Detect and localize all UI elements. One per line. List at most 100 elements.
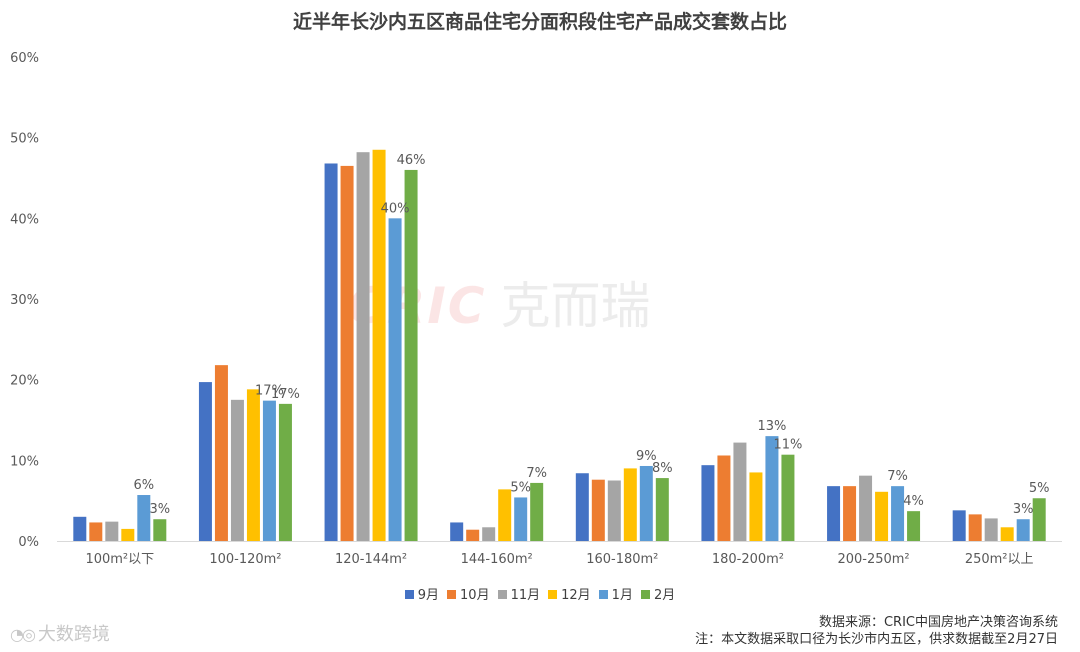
bar (214, 365, 228, 541)
bar (952, 510, 966, 541)
bar (340, 165, 354, 541)
bar (466, 529, 480, 541)
y-tick-label: 40% (10, 212, 39, 227)
data-label: 5% (510, 480, 531, 495)
bar (859, 475, 873, 541)
legend-swatch (598, 590, 608, 599)
data-label: 17% (255, 384, 284, 399)
x-tick-label: 120-144m² (335, 552, 407, 567)
legend-item: 1月 (598, 584, 633, 603)
bar (198, 382, 212, 541)
data-label: 13% (757, 419, 786, 434)
bar (105, 521, 119, 541)
x-tick-label: 200-250m² (837, 552, 909, 567)
data-label: 46% (397, 153, 426, 168)
bar (907, 511, 921, 541)
bar (404, 169, 418, 541)
data-label: 3% (150, 502, 171, 517)
legend-label: 10月 (460, 588, 490, 603)
legend-item: 11月 (497, 584, 541, 603)
bar (482, 527, 496, 541)
x-tick-label: 144-160m² (461, 552, 533, 567)
bar (514, 497, 528, 541)
bar (530, 482, 544, 541)
bar (372, 149, 386, 541)
legend-label: 2月 (653, 588, 676, 603)
bar (153, 519, 167, 541)
data-label: 6% (134, 478, 155, 493)
legend-swatch (640, 590, 650, 599)
data-label: 9% (636, 449, 657, 464)
bar (875, 491, 889, 541)
x-tick-label: 160-180m² (586, 552, 658, 567)
legend-swatch (548, 590, 558, 599)
bar (607, 480, 621, 541)
bar (73, 516, 87, 541)
bar (891, 486, 905, 541)
bar (498, 489, 512, 541)
legend-item: 10月 (447, 584, 490, 603)
weibo-eye-icon: ◔◎ (10, 625, 36, 644)
legend-label: 1月 (611, 588, 633, 603)
y-tick-label: 0% (18, 535, 39, 550)
legend-item: 2月 (640, 584, 676, 603)
legend-swatch (447, 590, 457, 599)
x-tick-label: 180-200m² (712, 552, 784, 567)
bar (655, 478, 669, 541)
bar (388, 218, 402, 542)
bar (137, 495, 151, 541)
y-tick-label: 10% (10, 454, 39, 469)
x-tick-label: 250m²以上 (965, 552, 1034, 567)
legend-item: 9月 (404, 584, 440, 603)
x-tick-label: 100m²以下 (85, 552, 154, 567)
bar-chart: 0% 10% 20% 30% 40% 50% 60% 100m²以下 100-120m² 120-… (10, 51, 1062, 567)
bar (1032, 498, 1046, 541)
legend-label: 11月 (510, 588, 541, 603)
bar (591, 479, 605, 541)
source-text: 数据来源：CRIC中国房地产决策咨询系统 (818, 615, 1058, 630)
bar (1016, 519, 1030, 541)
bar (639, 465, 653, 541)
data-label: 40% (381, 201, 410, 216)
bar (1000, 527, 1014, 541)
bar (701, 465, 715, 541)
data-label: 7% (526, 466, 547, 481)
bar (827, 486, 841, 541)
bar (450, 522, 464, 541)
bar (575, 473, 589, 541)
bar (121, 528, 135, 541)
footer-logo: ◔◎ 大数跨境 (10, 620, 110, 646)
legend-swatch (404, 590, 414, 599)
bar (230, 399, 244, 541)
legend-label: 9月 (417, 588, 440, 603)
note-text: 注：本文数据采取口径为长沙市内五区，供求数据截至2月27日 (695, 632, 1058, 647)
y-tick-label: 30% (10, 293, 39, 308)
legend-label: 12月 (561, 588, 591, 603)
legend: 9月 10月 11月 12月 1月 2月 (0, 584, 1080, 603)
footer-logo-text: 大数跨境 (37, 624, 110, 645)
bar (623, 468, 637, 541)
bar (717, 455, 731, 541)
bar (765, 436, 779, 541)
bar (356, 152, 370, 542)
data-label: 4% (903, 494, 924, 509)
bar (984, 518, 998, 541)
y-tick-label: 60% (10, 51, 39, 66)
data-label: 11% (773, 438, 802, 453)
watermark-text: 克而瑞 (500, 277, 651, 335)
bar (262, 400, 276, 541)
bar (733, 442, 747, 541)
bar (324, 163, 338, 542)
x-tick-label: 100-120m² (209, 552, 281, 567)
data-label: 7% (887, 469, 908, 484)
legend-swatch (497, 590, 507, 599)
data-label: 8% (652, 461, 673, 476)
bar (89, 522, 103, 541)
bar (246, 389, 260, 541)
data-label: 17% (271, 387, 300, 402)
y-tick-label: 20% (10, 374, 39, 389)
data-label: 3% (1013, 502, 1034, 517)
bar (781, 454, 795, 541)
data-label: 5% (1029, 481, 1050, 496)
bar (749, 472, 763, 541)
